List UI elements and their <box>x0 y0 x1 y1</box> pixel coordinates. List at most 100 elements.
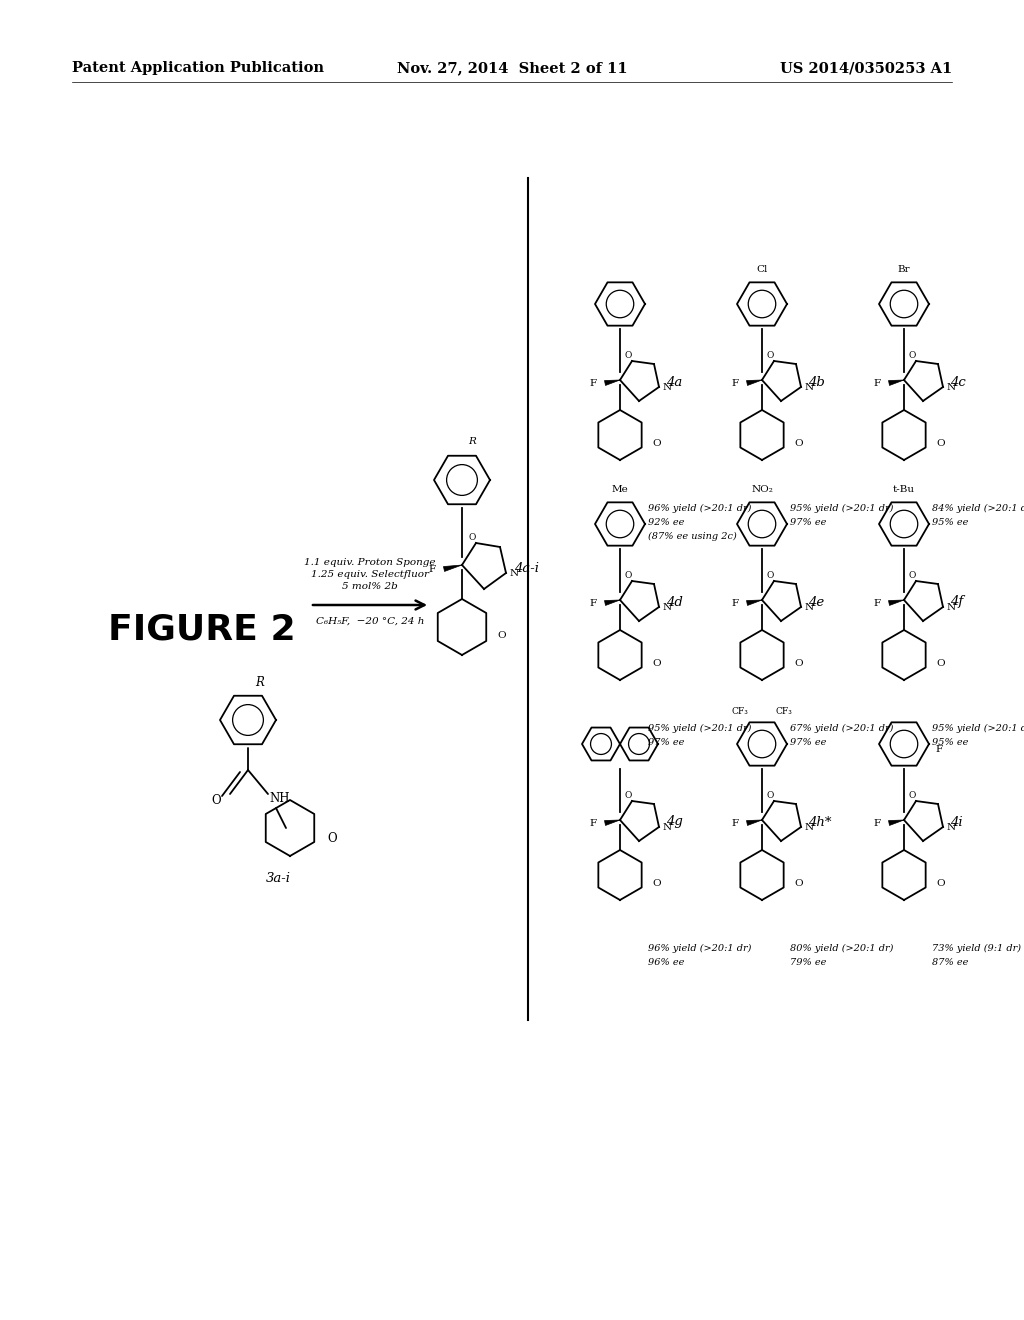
Text: NO₂: NO₂ <box>751 484 773 494</box>
Text: R: R <box>468 437 476 446</box>
Text: 4a: 4a <box>666 375 682 388</box>
Text: Me: Me <box>611 484 629 494</box>
Text: 4c: 4c <box>950 375 966 388</box>
Text: US 2014/0350253 A1: US 2014/0350253 A1 <box>779 61 952 75</box>
Text: N: N <box>946 602 955 611</box>
Text: Nov. 27, 2014  Sheet 2 of 11: Nov. 27, 2014 Sheet 2 of 11 <box>396 61 628 75</box>
Text: N: N <box>663 822 672 832</box>
Text: 4g: 4g <box>666 816 683 829</box>
Text: (87% ee using 2c): (87% ee using 2c) <box>648 532 736 541</box>
Polygon shape <box>604 820 620 825</box>
Text: F: F <box>873 379 881 388</box>
Text: F: F <box>731 379 738 388</box>
Text: 4b: 4b <box>808 375 825 388</box>
Text: O: O <box>908 572 915 581</box>
Polygon shape <box>889 601 904 606</box>
Text: 1.1 equiv. Proton Sponge: 1.1 equiv. Proton Sponge <box>304 558 436 568</box>
Text: F: F <box>936 744 942 754</box>
Text: R: R <box>256 676 264 689</box>
Text: O: O <box>795 659 803 668</box>
Text: O: O <box>625 792 632 800</box>
Text: 4f: 4f <box>950 595 964 609</box>
Polygon shape <box>604 601 620 606</box>
Text: 96% ee: 96% ee <box>648 958 684 968</box>
Text: N: N <box>805 383 813 392</box>
Text: O: O <box>766 792 774 800</box>
Text: CF₃: CF₃ <box>775 706 793 715</box>
Polygon shape <box>746 601 762 606</box>
Text: O: O <box>937 659 945 668</box>
Text: CF₃: CF₃ <box>731 706 749 715</box>
Text: O: O <box>652 438 662 447</box>
Text: F: F <box>731 818 738 828</box>
Text: F: F <box>590 818 597 828</box>
Text: Patent Application Publication: Patent Application Publication <box>72 61 324 75</box>
Text: N: N <box>663 602 672 611</box>
Text: 80% yield (>20:1 dr): 80% yield (>20:1 dr) <box>790 944 893 953</box>
Text: F: F <box>731 598 738 607</box>
Text: F: F <box>590 598 597 607</box>
Text: O: O <box>652 879 662 887</box>
Text: Cl: Cl <box>757 264 768 273</box>
Text: N: N <box>946 822 955 832</box>
Text: 84% yield (>20:1 dr): 84% yield (>20:1 dr) <box>932 504 1024 513</box>
Text: 1.25 equiv. Selectfluor: 1.25 equiv. Selectfluor <box>311 570 429 579</box>
Text: N: N <box>805 822 813 832</box>
Text: 79% ee: 79% ee <box>790 958 826 968</box>
Text: F: F <box>873 598 881 607</box>
Text: 97% ee: 97% ee <box>790 738 826 747</box>
Polygon shape <box>746 820 762 825</box>
Text: t-Bu: t-Bu <box>893 484 915 494</box>
Text: O: O <box>652 659 662 668</box>
Text: 96% yield (>20:1 dr): 96% yield (>20:1 dr) <box>648 944 752 953</box>
Text: O: O <box>766 572 774 581</box>
Text: O: O <box>468 533 476 543</box>
Text: O: O <box>908 792 915 800</box>
Text: F: F <box>873 818 881 828</box>
Text: N: N <box>805 602 813 611</box>
Text: 96% yield (>20:1 dr): 96% yield (>20:1 dr) <box>648 504 752 513</box>
Polygon shape <box>604 380 620 385</box>
Text: 4i: 4i <box>950 816 963 829</box>
Text: 92% ee: 92% ee <box>648 519 684 527</box>
Text: 4a-i: 4a-i <box>514 561 539 574</box>
Text: 95% ee: 95% ee <box>932 519 969 527</box>
Text: 97% ee: 97% ee <box>648 738 684 747</box>
Text: 4h*: 4h* <box>808 816 831 829</box>
Text: 95% ee: 95% ee <box>932 738 969 747</box>
Text: F: F <box>590 379 597 388</box>
Text: O: O <box>937 879 945 887</box>
Polygon shape <box>889 380 904 385</box>
Polygon shape <box>443 565 462 572</box>
Text: F: F <box>428 565 435 573</box>
Text: O: O <box>795 438 803 447</box>
Text: NH: NH <box>269 792 290 804</box>
Text: 73% yield (9:1 dr): 73% yield (9:1 dr) <box>932 944 1021 953</box>
Text: O: O <box>795 879 803 887</box>
Text: O: O <box>908 351 915 360</box>
Text: C₆H₅F,  −20 °C, 24 h: C₆H₅F, −20 °C, 24 h <box>315 616 424 626</box>
Text: FIGURE 2: FIGURE 2 <box>108 612 296 647</box>
Text: 5 mol% 2b: 5 mol% 2b <box>342 582 398 591</box>
Text: 95% yield (>20:1 dr): 95% yield (>20:1 dr) <box>648 725 752 734</box>
Text: 4d: 4d <box>666 595 683 609</box>
Text: N: N <box>946 383 955 392</box>
Polygon shape <box>746 380 762 385</box>
Text: Br: Br <box>898 264 910 273</box>
Text: O: O <box>937 438 945 447</box>
Text: O: O <box>625 351 632 360</box>
Text: N: N <box>663 383 672 392</box>
Text: 97% ee: 97% ee <box>790 519 826 527</box>
Text: 95% yield (>20:1 dr): 95% yield (>20:1 dr) <box>932 725 1024 734</box>
Text: O: O <box>766 351 774 360</box>
Text: N: N <box>509 569 518 578</box>
Text: 95% yield (>20:1 dr): 95% yield (>20:1 dr) <box>790 504 893 513</box>
Text: 67% yield (>20:1 dr): 67% yield (>20:1 dr) <box>790 725 893 734</box>
Text: 87% ee: 87% ee <box>932 958 969 968</box>
Text: O: O <box>498 631 506 639</box>
Text: 4e: 4e <box>808 595 824 609</box>
Text: O: O <box>625 572 632 581</box>
Text: O: O <box>328 832 337 845</box>
Text: O: O <box>211 793 221 807</box>
Polygon shape <box>889 820 904 825</box>
